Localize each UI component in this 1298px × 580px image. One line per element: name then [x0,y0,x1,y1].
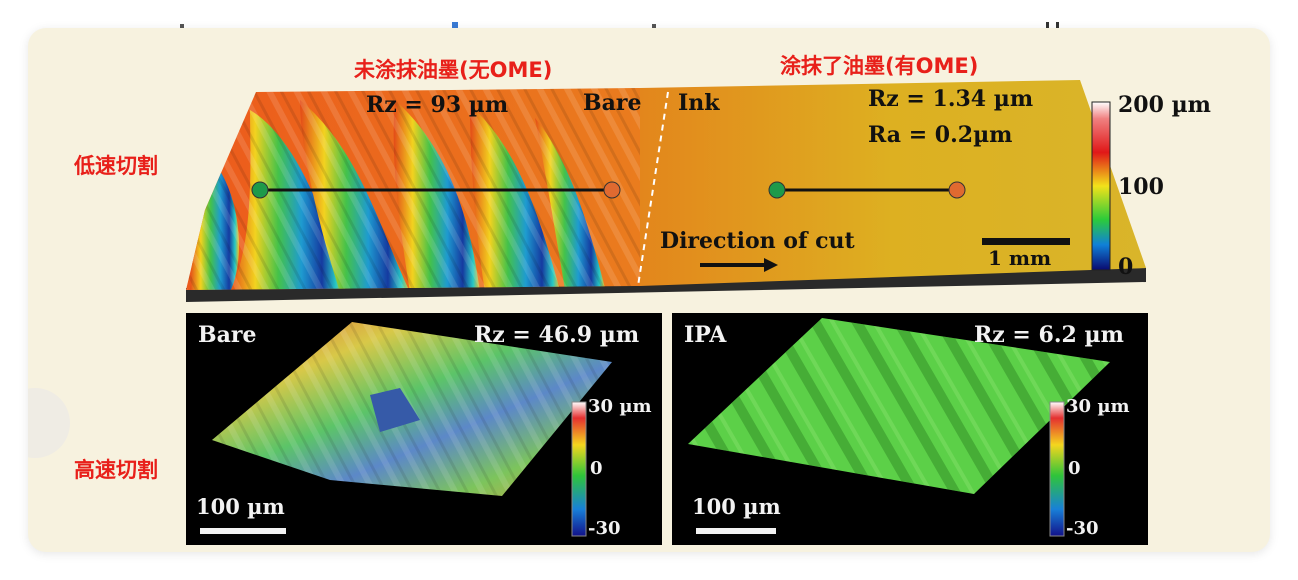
cropped-header-marks [180,22,1059,30]
bottom-right-colorbar-mid: 0 [1068,458,1081,479]
bare-start-marker [251,181,269,199]
bottom-right-rz: Rz = 6.2 µm [974,322,1124,348]
bottom-left-colorbar-min: -30 [588,518,621,539]
bottom-right-scale-label: 100 µm [692,494,781,519]
top-scale-label: 1 mm [988,246,1052,270]
direction-of-cut-label: Direction of cut [660,228,855,254]
bottom-left-colorbar [571,401,587,537]
top-colorbar-max: 200 µm [1118,92,1211,118]
bottom-left-colorbar-mid: 0 [590,458,603,479]
top-colorbar-min: 0 [1118,254,1134,280]
ink-surface [640,80,1146,286]
bottom-right-colorbar-min: -30 [1066,518,1099,539]
row-label-high-speed: 高速切割 [74,458,158,482]
bottom-left-scale-bar [200,528,286,534]
ink-end-marker [948,181,966,199]
top-colorbar-mid: 100 [1118,174,1164,200]
direction-arrow-head [764,258,778,272]
ink-panel-title: 涂抹了油墨(有OME) [780,54,979,78]
bottom-left-scale-label: 100 µm [196,494,285,519]
ink-region-label: Ink [678,90,720,116]
bare-region-label: Bare [583,90,642,116]
cropped-header-strip [0,0,1298,30]
top-colorbar [1091,101,1111,271]
bare-end-marker [603,181,621,199]
ink-ra-value: Ra = 0.2µm [868,122,1013,148]
bottom-right-colorbar-max: 30 µm [1066,396,1130,417]
bottom-left-colorbar-max: 30 µm [588,396,652,417]
ink-start-marker [768,181,786,199]
bottom-right-colorbar [1049,401,1065,537]
bare-panel-title: 未涂抹油墨(无OME) [354,58,553,82]
bottom-right-scale-bar [696,528,776,534]
bottom-left-rz: Rz = 46.9 µm [474,322,640,348]
bottom-right-title: IPA [684,322,727,348]
row-label-low-speed: 低速切割 [74,154,158,178]
bottom-left-title: Bare [198,322,257,348]
bare-3d-defect [370,388,420,432]
top-scale-bar [982,238,1070,245]
ink-rz-value: Rz = 1.34 µm [868,86,1034,112]
bare-rz-value: Rz = 93 µm [366,92,509,118]
